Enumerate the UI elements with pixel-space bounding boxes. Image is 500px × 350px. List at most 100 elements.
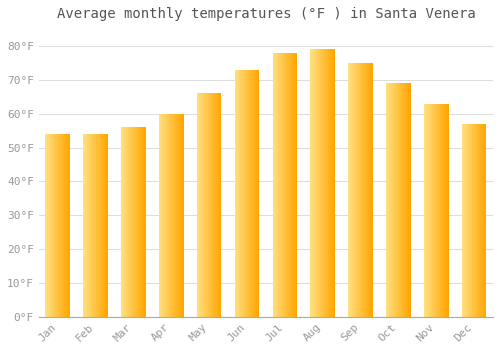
Bar [239,70,240,317]
Bar [197,93,198,317]
Bar [64,134,65,317]
Bar [145,127,146,317]
Bar [248,70,250,317]
Bar [397,83,398,317]
Bar [279,53,280,317]
Bar [466,124,468,317]
Bar [142,127,144,317]
Bar [392,83,394,317]
Bar [276,53,278,317]
Bar [440,104,441,317]
Bar [138,127,139,317]
Bar [57,134,58,317]
Bar [94,134,95,317]
Bar [272,53,274,317]
Bar [475,124,476,317]
Bar [67,134,68,317]
Bar [476,124,478,317]
Bar [409,83,410,317]
Bar [478,124,479,317]
Bar [432,104,433,317]
Bar [100,134,102,317]
Bar [131,127,132,317]
Bar [355,63,356,317]
Bar [69,134,70,317]
Bar [200,93,201,317]
Bar [348,63,349,317]
Bar [90,134,92,317]
Bar [438,104,440,317]
Title: Average monthly temperatures (°F ) in Santa Venera: Average monthly temperatures (°F ) in Sa… [56,7,476,21]
Bar [362,63,363,317]
Bar [430,104,432,317]
Bar [215,93,216,317]
Bar [310,49,311,317]
Bar [334,49,335,317]
Bar [482,124,483,317]
Bar [462,124,464,317]
Bar [46,134,47,317]
Bar [408,83,409,317]
Bar [485,124,486,317]
Bar [53,134,54,317]
Bar [406,83,408,317]
Bar [405,83,406,317]
Bar [205,93,206,317]
Bar [173,114,174,317]
Bar [86,134,88,317]
Bar [434,104,436,317]
Bar [127,127,128,317]
Bar [371,63,372,317]
Bar [210,93,211,317]
Bar [255,70,256,317]
Bar [252,70,254,317]
Bar [312,49,313,317]
Bar [102,134,103,317]
Bar [181,114,182,317]
Bar [437,104,438,317]
Bar [446,104,447,317]
Bar [97,134,98,317]
Bar [219,93,220,317]
Bar [358,63,359,317]
Bar [484,124,485,317]
Bar [387,83,388,317]
Bar [177,114,178,317]
Bar [166,114,167,317]
Bar [176,114,177,317]
Bar [218,93,219,317]
Bar [240,70,242,317]
Bar [159,114,160,317]
Bar [164,114,166,317]
Bar [182,114,183,317]
Bar [401,83,402,317]
Bar [360,63,362,317]
Bar [425,104,426,317]
Bar [442,104,443,317]
Bar [447,104,448,317]
Bar [162,114,163,317]
Bar [394,83,395,317]
Bar [293,53,294,317]
Bar [93,134,94,317]
Bar [285,53,286,317]
Bar [290,53,292,317]
Bar [236,70,237,317]
Bar [180,114,181,317]
Bar [464,124,465,317]
Bar [288,53,289,317]
Bar [280,53,281,317]
Bar [167,114,168,317]
Bar [256,70,257,317]
Bar [436,104,437,317]
Bar [469,124,470,317]
Bar [169,114,170,317]
Bar [183,114,184,317]
Bar [103,134,104,317]
Bar [141,127,142,317]
Bar [178,114,180,317]
Bar [468,124,469,317]
Bar [257,70,258,317]
Bar [254,70,255,317]
Bar [284,53,285,317]
